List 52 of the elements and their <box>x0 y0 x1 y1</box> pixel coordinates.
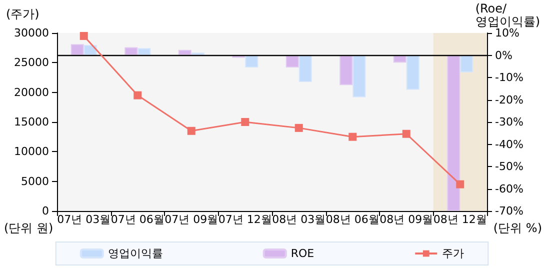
x-tick-label: 08년 06월 <box>326 213 380 226</box>
y2-tick-label: 0% <box>495 48 512 62</box>
x-tick-label: 07년 06월 <box>110 213 164 226</box>
bar <box>352 55 366 98</box>
bar <box>84 45 97 56</box>
y-tick-label: 30000 <box>14 26 49 40</box>
bar <box>138 48 151 56</box>
point <box>348 132 357 141</box>
y-tick-label: 10000 <box>14 145 49 158</box>
bar <box>245 55 258 68</box>
bar <box>70 44 84 56</box>
point <box>241 118 250 126</box>
bar <box>286 55 299 68</box>
point <box>294 124 303 132</box>
point <box>80 32 88 40</box>
text: (단위 %) <box>493 221 542 235</box>
y-tick-label: 0 <box>42 204 49 218</box>
bar <box>447 55 460 211</box>
y2-tick-label: -70% <box>495 204 524 218</box>
x-tick-label: 07년 09월 <box>164 213 218 226</box>
bar <box>340 55 353 86</box>
y-tick-label: 15000 <box>14 116 49 128</box>
y2-tick-label: -30% <box>495 116 524 128</box>
legend-label: ROE <box>290 247 314 260</box>
text: (단위 원) <box>4 221 54 235</box>
point <box>456 180 464 188</box>
y-axis-title: (주가) <box>6 7 40 21</box>
bar <box>178 50 192 56</box>
legend-label: 주가 <box>442 247 464 260</box>
legend-label: 영업이익률 <box>108 247 163 260</box>
point <box>187 126 196 135</box>
bar <box>406 55 420 90</box>
y-tick-label: 20000 <box>14 86 49 99</box>
y2-tick-label: -50% <box>495 160 524 173</box>
x-tick-label: 08년 09월 <box>380 213 434 226</box>
x-tick-label: 08년 12월 <box>433 213 487 226</box>
bar <box>460 55 474 72</box>
x-tick-label: 07년 12월 <box>218 213 272 226</box>
y2-tick-label: -60% <box>495 182 524 196</box>
y2-tick-label: 10% <box>495 26 520 40</box>
y2-tick-label: -10% <box>495 71 524 84</box>
x-tick-label: 08년 03월 <box>272 213 326 226</box>
y-tick-label: 5000 <box>21 174 49 188</box>
y-tick-label: 25000 <box>14 56 49 70</box>
point <box>134 91 142 100</box>
bar <box>124 47 138 56</box>
y2-axis-title: (Roe/ 영업이익률) <box>475 2 540 28</box>
x-tick-label: 07년 03월 <box>57 213 111 226</box>
y2-tick-label: -40% <box>495 138 524 151</box>
bar <box>298 55 312 82</box>
point <box>402 130 410 138</box>
y2-tick-label: -20% <box>495 93 524 106</box>
